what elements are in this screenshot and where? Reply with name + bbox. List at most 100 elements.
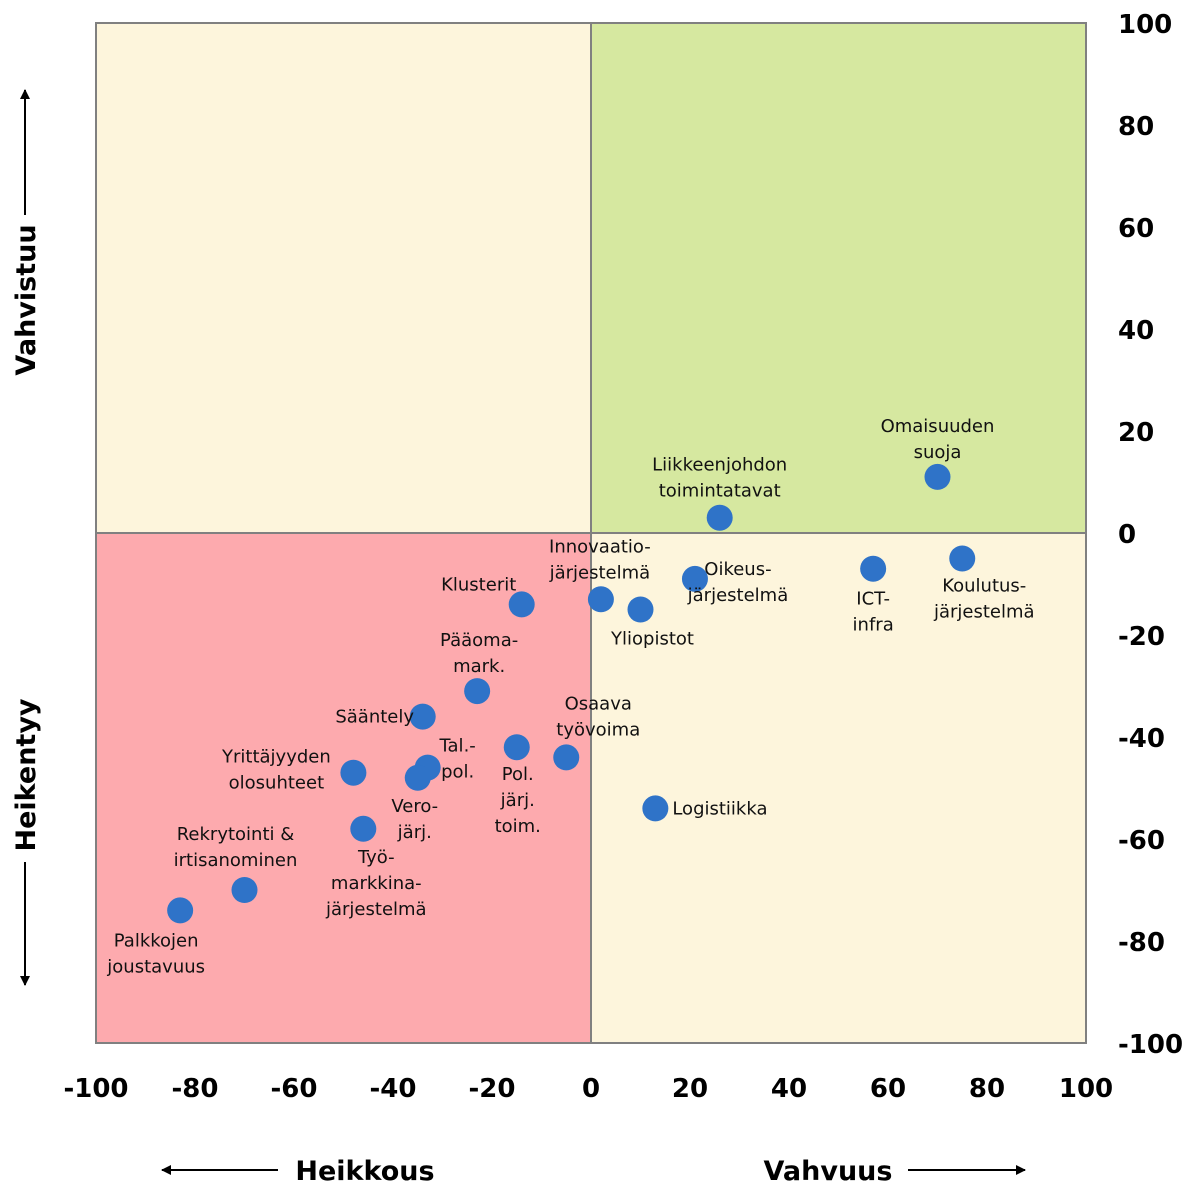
point-label-line: Omaisuuden — [881, 416, 995, 437]
data-point — [340, 759, 367, 786]
point-label: Oikeus-järjestelmä — [687, 559, 789, 606]
y-tick-label: -40 — [1118, 724, 1165, 754]
x-tick-label: 0 — [582, 1074, 600, 1104]
point-label: Rekrytointi & irtisanominen — [174, 824, 298, 871]
x-tick-labels: -100 -80 -60 -40 -20 0 20 40 60 80 100 — [63, 1074, 1113, 1104]
y-tick-label: 40 — [1118, 316, 1154, 346]
y-tick-label: -20 — [1118, 622, 1165, 652]
point-label: Pääoma-mark. — [440, 630, 518, 677]
data-point — [706, 504, 733, 531]
point-label: Tal.- pol. — [439, 736, 476, 783]
data-point — [350, 815, 377, 842]
data-point — [681, 565, 708, 592]
point-label-line: Liikkeenjohdon — [652, 455, 787, 476]
y-tick-label: -60 — [1118, 826, 1165, 856]
x-tick-label: 100 — [1059, 1074, 1113, 1104]
x-tick-label: -80 — [172, 1074, 219, 1104]
point-label-line: Yrittäjyyden — [221, 747, 331, 768]
point-label-line: infra — [853, 615, 894, 636]
x-tick-label: 40 — [771, 1074, 807, 1104]
point-label-line: suoja — [914, 442, 962, 463]
point-label-line: Koulutus- — [942, 576, 1026, 597]
point-label-line: toimintatavat — [659, 481, 781, 502]
data-point — [508, 591, 535, 618]
point-label: Sääntely — [335, 707, 414, 728]
y-tick-labels: 100 80 60 40 20 0 -20 -40 -60 -80 -100 — [1118, 10, 1183, 1060]
point-label-line: Rekrytointi & — [177, 824, 295, 845]
point-label-line: Palkkojen — [114, 930, 199, 951]
quadrant-backgrounds — [96, 23, 1086, 1043]
point-label-line: Vero- — [391, 796, 438, 817]
point-label: ICT-infra — [853, 589, 894, 636]
point-label: Innovaatio-järjestelmä — [549, 536, 651, 583]
point-label: Omaisuuden suoja — [881, 416, 995, 463]
point-label-line: toim. — [495, 816, 541, 837]
y-tick-label: 60 — [1118, 214, 1154, 244]
point-label-line: Innovaatio- — [549, 536, 651, 557]
point-label-line: järjestelmä — [933, 602, 1035, 623]
data-point — [860, 555, 887, 582]
quadrant-bottom-left — [96, 533, 591, 1043]
point-label-line: olosuhteet — [229, 773, 324, 794]
data-point — [404, 764, 431, 791]
x-tick-label: -60 — [271, 1074, 318, 1104]
data-point — [503, 734, 530, 761]
x-axis-right-label: Vahvuus — [764, 1156, 893, 1184]
point-label: Työ-markkina-järjestelmä — [325, 847, 427, 920]
point-labels: Omaisuuden suoja Liikkeenjohdon toimintatav… — [106, 416, 1034, 978]
point-label-line: työvoima — [556, 719, 640, 740]
point-label-line: Oikeus- — [704, 559, 771, 580]
point-label: Liikkeenjohdon toimintatavat — [652, 455, 787, 502]
point-label-line: järj. — [397, 822, 432, 843]
data-point — [924, 463, 951, 490]
quadrant-top-left — [96, 23, 591, 533]
y-axis-titles: Vahvistuu Heikentyy — [11, 89, 42, 986]
point-label-line: Pol. — [502, 764, 534, 785]
data-point — [409, 703, 436, 730]
point-label-line: Pääoma- — [440, 630, 518, 651]
point-label-line: järjestelmä — [549, 562, 651, 583]
x-axis-titles: Heikkous Vahvuus — [161, 1156, 1026, 1184]
point-label-line: joustavuus — [106, 956, 205, 977]
data-point — [231, 877, 258, 903]
data-point — [642, 795, 669, 822]
point-label-line: Tal.- — [439, 736, 476, 757]
point-label-line: Klusterit — [441, 574, 516, 595]
point-label-line: Sääntely — [335, 707, 414, 728]
point-label: Klusterit — [441, 574, 516, 595]
quadrant-top-right — [591, 23, 1086, 533]
point-label-line: ICT- — [856, 589, 890, 610]
point-label: Palkkojen joustavuus — [106, 930, 205, 977]
quadrant-bottom-right — [591, 533, 1086, 1043]
data-point — [627, 596, 654, 623]
point-label-line: Työ- — [357, 847, 395, 868]
y-axis-top-label: Vahvistuu — [11, 224, 42, 375]
y-tick-label: -80 — [1118, 928, 1165, 958]
point-label-line: Logistiikka — [672, 798, 767, 819]
x-tick-label: 80 — [969, 1074, 1005, 1104]
point-label: Logistiikka — [672, 798, 767, 819]
point-label-line: Osaava — [565, 693, 632, 714]
point-label-line: järj. — [500, 790, 535, 811]
point-label-line: markkina- — [331, 873, 422, 894]
data-point — [464, 678, 491, 705]
point-label: Vero-järj. — [391, 796, 438, 843]
point-label: Koulutus-järjestelmä — [933, 576, 1035, 623]
point-label: Yrittäjyyden olosuhteet — [221, 747, 331, 794]
y-axis-bottom-label: Heikentyy — [11, 698, 42, 851]
x-tick-label: -20 — [469, 1074, 516, 1104]
y-tick-label: -100 — [1118, 1030, 1183, 1060]
x-axis-left-label: Heikkous — [295, 1156, 434, 1184]
point-label-line: mark. — [453, 656, 505, 677]
data-point — [587, 586, 614, 613]
plot-frame — [95, 22, 1087, 1044]
point-label: Pol. järj. toim. — [495, 764, 541, 837]
x-tick-label: -40 — [370, 1074, 417, 1104]
point-label-line: järjestelmä — [325, 899, 427, 920]
data-points — [167, 463, 976, 924]
point-label-line: Yliopistot — [610, 629, 694, 650]
x-tick-label: -100 — [63, 1074, 128, 1104]
x-tick-label: 20 — [672, 1074, 708, 1104]
data-point — [553, 744, 580, 771]
y-tick-label: 20 — [1118, 418, 1154, 448]
